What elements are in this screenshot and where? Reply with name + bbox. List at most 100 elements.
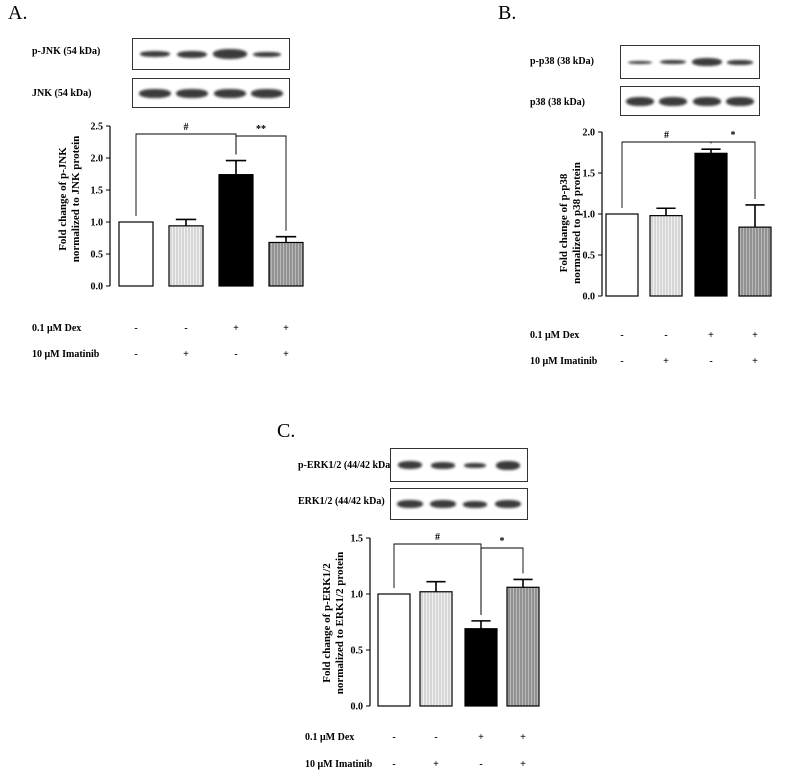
blot-band [463, 500, 488, 508]
panel-c-dex-sign: + [478, 732, 484, 743]
y-tick-label: 1.0 [91, 218, 104, 229]
panel-c-y-axis-label-line1: Fold change of p-ERK1/2 [321, 563, 333, 683]
panel-a-blot-label-phospho: p-JNK (54 kDa) [32, 46, 101, 57]
panel-b-blot-total [620, 86, 760, 116]
significance-label: # [664, 130, 669, 141]
panel-c-imatinib-sign: - [392, 759, 396, 770]
blot-band [429, 500, 456, 508]
blot-band [138, 88, 171, 98]
bar [218, 174, 254, 287]
bar [168, 225, 204, 287]
panel-a-bar-chart: 0.0 0.5 1.0 1.5 2.0 2.5 # ** [91, 122, 304, 293]
blot-band [628, 60, 653, 64]
panel-a-blot-phospho [132, 38, 290, 70]
y-tick-label: 0.5 [583, 251, 596, 262]
significance-label: # [435, 532, 440, 543]
bar [118, 221, 154, 287]
panel-c-imatinib-label: 10 μM Imatinib [305, 759, 373, 770]
y-tick-label: 0.5 [351, 646, 364, 657]
panel-b-imatinib-sign: - [709, 356, 713, 367]
panel-a-imatinib-sign: + [183, 349, 189, 360]
panel-b-dex-sign: + [752, 330, 758, 341]
blot-band [495, 460, 520, 470]
y-tick-label: 0.0 [351, 702, 364, 713]
blot-band [430, 461, 455, 469]
panel-a-imatinib-sign: - [234, 349, 238, 360]
y-tick-label: 1.0 [583, 210, 596, 221]
y-tick-label: 1.5 [583, 169, 596, 180]
panel-c-imatinib-sign: + [520, 759, 526, 770]
y-tick-label: 2.0 [91, 154, 104, 165]
blot-band [725, 96, 754, 106]
panel-a-imatinib-label: 10 μM Imatinib [32, 349, 100, 360]
y-tick-label: 0.0 [583, 292, 596, 303]
bar [419, 591, 453, 707]
panel-a-dex-sign: + [233, 323, 239, 334]
blot-band [660, 60, 687, 64]
significance-label: ** [256, 124, 266, 135]
blot-band [177, 50, 208, 58]
blot-band [139, 51, 170, 57]
panel-a-dex-label: 0.1 μM Dex [32, 323, 82, 334]
blot-band [212, 49, 247, 59]
significance-label: # [184, 122, 189, 133]
bar [605, 213, 639, 297]
blot-band [659, 96, 688, 106]
panel-b-imatinib-label: 10 μM Imatinib [530, 356, 598, 367]
panel-b-imatinib-sign: + [752, 356, 758, 367]
panel-b-dex-label: 0.1 μM Dex [530, 330, 580, 341]
panel-c-blot-total [390, 488, 528, 520]
blot-band [692, 96, 721, 106]
panel-c-bar-chart: 0.0 0.5 1.0 1.5 # * [351, 532, 540, 713]
panel-c-blot-phospho [390, 448, 528, 482]
y-tick-label: 1.5 [91, 186, 104, 197]
blot-band [253, 51, 282, 57]
panel-a-letter: A. [8, 2, 28, 24]
significance-bracket [235, 135, 287, 231]
significance-bracket [710, 141, 756, 199]
y-tick-label: 2.0 [583, 128, 596, 139]
panel-a-dex-sign: - [134, 323, 138, 334]
panel-a-blot-label-total: JNK (54 kDa) [32, 88, 92, 99]
blot-band [626, 96, 655, 106]
panel-a-imatinib-sign: - [134, 349, 138, 360]
panel-a-dex-sign: + [283, 323, 289, 334]
panel-c-dex-sign: - [434, 732, 438, 743]
panel-a-dex-sign: - [184, 323, 188, 334]
panel-c-blot-label-phospho: p-ERK1/2 (44/42 kDa) [298, 460, 394, 471]
panel-b-dex-sign: - [620, 330, 624, 341]
blot-band [691, 58, 722, 66]
panel-c-letter: C. [277, 420, 296, 442]
panel-c-dex-sign: - [392, 732, 396, 743]
y-tick-label: 2.5 [91, 122, 104, 133]
panel-b-blot-label-total: p38 (38 kDa) [530, 97, 586, 108]
y-tick-label: 1.0 [351, 590, 364, 601]
bar [464, 628, 498, 707]
blot-band [213, 88, 246, 98]
blot-band [494, 500, 521, 508]
panel-b-dex-sign: - [664, 330, 668, 341]
y-tick-label: 0.5 [91, 250, 104, 261]
panel-c-dex-label: 0.1 μM Dex [305, 732, 355, 743]
panel-b-blot-phospho [620, 45, 760, 79]
bar [506, 586, 540, 707]
blot-band [398, 461, 423, 469]
panel-a-blot-total [132, 78, 290, 108]
y-tick-label: 1.5 [351, 534, 364, 545]
significance-label: * [731, 130, 736, 141]
significance-label: * [500, 536, 505, 547]
bar [377, 593, 411, 707]
blot-band [397, 500, 424, 508]
significance-bracket [480, 547, 524, 615]
panel-b-dex-sign: + [708, 330, 714, 341]
blot-band [176, 88, 209, 98]
panel-c-imatinib-sign: + [433, 759, 439, 770]
panel-b-letter: B. [498, 2, 517, 24]
blot-band [464, 462, 487, 468]
blot-band [726, 59, 753, 65]
panel-a-imatinib-sign: + [283, 349, 289, 360]
blot-band [251, 88, 284, 98]
panel-c-blot-label-total: ERK1/2 (44/42 kDa) [298, 496, 385, 507]
panel-b-bar-chart: 0.0 0.5 1.0 1.5 2.0 # * [583, 128, 772, 303]
y-tick-label: 0.0 [91, 282, 104, 293]
